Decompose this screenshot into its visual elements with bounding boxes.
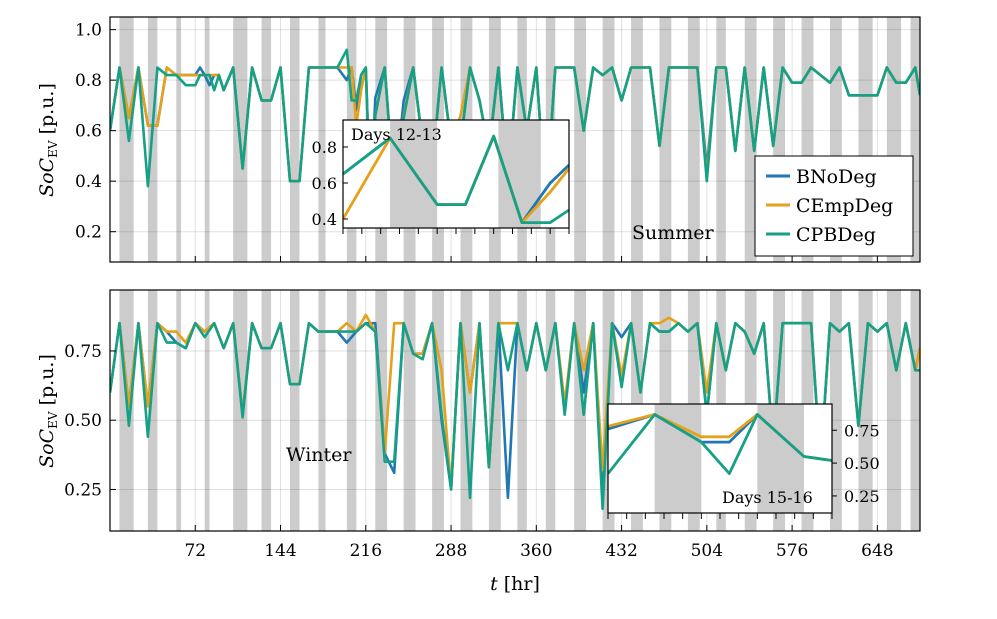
winter-inset-title: Days 15-16	[722, 488, 813, 507]
summer-shade-band-2	[176, 17, 182, 262]
winter-shade-band-6	[290, 290, 300, 531]
summer-shade-band-17	[602, 17, 615, 262]
winter-inset-shade-0	[654, 404, 702, 513]
summer-inset-ytick-label-2: 0.8	[312, 138, 337, 157]
summer-ytick-label-4: 1.0	[75, 21, 102, 41]
summer-shade-band-18	[631, 17, 643, 262]
season-label-summer: Summer	[632, 222, 715, 244]
winter-shade-band-10	[403, 290, 416, 531]
winter-shade-band-27	[886, 290, 902, 531]
winter-shade-band-5	[261, 290, 272, 531]
summer-inset-shade-0	[390, 120, 438, 228]
winter-inset-shaded	[654, 404, 804, 513]
summer-y-axis-label: SoCEV [p.u.]	[36, 83, 60, 197]
summer-ytick-label-0: 0.2	[75, 223, 102, 243]
x-tick-label-216: 216	[350, 541, 382, 561]
x-tick-label-432: 432	[605, 541, 637, 561]
summer-shade-band-0	[119, 17, 134, 262]
x-tick-label-648: 648	[861, 541, 893, 561]
summer-shade-band-21	[716, 17, 726, 262]
winter-inset-ytick-label-1: 0.50	[844, 454, 880, 473]
summer-inset-series-cpbdeg	[343, 134, 569, 225]
winter-shade-band-7	[318, 290, 326, 531]
summer-inset-ytick-label-1: 0.6	[312, 174, 337, 193]
summer-panel: 0.2 0.4 0.6 0.8 1.0 SoCEV [p.u.] Summer BNoD…	[36, 16, 921, 263]
winter-shade-band-16	[574, 290, 587, 531]
winter-shade-band-2	[176, 290, 182, 531]
winter-shade-band-8	[346, 290, 357, 531]
winter-shade-band-26	[858, 290, 873, 531]
winter-ytick-label-1: 0.50	[64, 411, 102, 431]
winter-shade-band-11	[432, 290, 444, 531]
summer-inset-lines	[343, 134, 569, 225]
winter-shade-band-1	[147, 290, 158, 531]
x-tick-label-360: 360	[520, 541, 552, 561]
summer-ytick-label-3: 0.8	[75, 71, 102, 91]
winter-ytick-label-2: 0.75	[64, 342, 102, 362]
winter-shade-band-28	[910, 290, 920, 531]
winter-frame	[109, 289, 921, 532]
winter-shade-band-15	[545, 290, 556, 531]
summer-shade-band-16	[574, 17, 587, 262]
winter-y-axis-label: SoCEV [p.u.]	[36, 354, 60, 468]
summer-frame	[109, 16, 921, 263]
x-tick-label-288: 288	[435, 541, 467, 561]
summer-shade-band-7	[318, 17, 326, 262]
legend-label-cempdeg: CEmpDeg	[796, 195, 893, 217]
summer-ytick-label-1: 0.4	[75, 172, 102, 192]
legend-label-bnodeg: BNoDeg	[796, 166, 877, 188]
winter-shade-band-14	[517, 290, 527, 531]
winter-inset: 0.25 0.50 0.75 Days 15-16	[607, 403, 880, 519]
x-axis-label: t [hr]	[490, 573, 540, 595]
x-tick-label-576: 576	[776, 541, 808, 561]
winter-x-axis: 72 144 216 288 360 432 504 576 648	[184, 525, 894, 561]
winter-shade-band-3	[204, 290, 210, 531]
winter-shade-band-4	[233, 290, 248, 531]
x-tick-label-72: 72	[184, 541, 206, 561]
summer-shade-band-28	[910, 17, 920, 262]
winter-series-lines	[110, 313, 920, 511]
summer-y-axis: 0.2 0.4 0.6 0.8 1.0	[75, 21, 116, 243]
summer-shade-band-25	[830, 17, 842, 262]
summer-shade-band-6	[290, 17, 300, 262]
legend-label-cpbdeg: CPBDeg	[796, 224, 876, 246]
season-label-winter: Winter	[286, 444, 352, 466]
summer-shade-band-19	[659, 17, 672, 262]
winter-panel: 0.250.500.75 72 144 216 288 360 432 504 576 648 …	[36, 289, 921, 595]
summer-inset-ytick-label-0: 0.4	[312, 210, 337, 229]
winter-y-axis: 0.25 0.50 0.75	[64, 342, 116, 500]
summer-inset-title: Days 12-13	[351, 125, 442, 144]
winter-inset-series-cpbdeg	[608, 413, 832, 476]
summer-shade-band-20	[687, 17, 700, 262]
summer-shade-band-24	[801, 17, 814, 262]
winter-series-cpbdeg	[110, 321, 920, 511]
summer-shade-band-5	[261, 17, 272, 262]
summer-inset-axes: 0.4 0.6 0.8	[312, 138, 570, 234]
legend: BNoDeg CEmpDeg CPBDeg	[754, 155, 914, 257]
winter-inset-axes: 0.25 0.50 0.75	[607, 421, 880, 519]
winter-inset-ytick-label-2: 0.75	[844, 421, 880, 440]
winter-shade-band-25	[830, 290, 842, 531]
winter-ytick-label-0: 0.25	[64, 480, 102, 500]
summer-x-ticks	[194, 256, 878, 262]
winter-inset-ytick-label-0: 0.25	[844, 487, 880, 506]
summer-shade-band-22	[744, 17, 757, 262]
x-tick-label-144: 144	[264, 541, 296, 561]
summer-shade-band-3	[204, 17, 210, 262]
summer-inset: 0.4 0.6 0.8 Days 12-13	[312, 119, 570, 234]
summer-ytick-label-2: 0.6	[75, 122, 102, 142]
winter-shade-band-13	[488, 290, 501, 531]
winter-inset-lines	[608, 413, 832, 476]
x-tick-label-504: 504	[691, 541, 723, 561]
summer-shade-band-23	[773, 17, 785, 262]
